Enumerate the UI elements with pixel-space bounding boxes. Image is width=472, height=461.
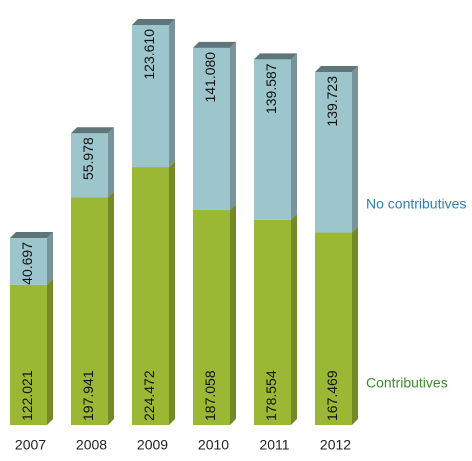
bar-side	[230, 41, 236, 211]
legend-label: Contributives	[366, 375, 448, 391]
value-label: 123.610	[141, 29, 157, 80]
bar	[315, 232, 352, 425]
x-tick-label: 2007	[15, 437, 46, 453]
x-tick-label: 2009	[137, 437, 168, 453]
value-label: 187.058	[202, 370, 218, 421]
bar-side	[352, 65, 358, 233]
value-label: 167.469	[324, 370, 340, 421]
bar-top	[132, 19, 175, 25]
x-tick-label: 2008	[76, 437, 107, 453]
bar	[10, 284, 47, 425]
value-label: 122.021	[19, 370, 35, 421]
bar-side	[169, 161, 175, 425]
value-label: 139.723	[324, 76, 340, 127]
legend-label: No contributives	[366, 196, 466, 212]
bar-side	[108, 127, 114, 198]
bar-side	[108, 191, 114, 425]
bar	[193, 210, 230, 425]
bar	[71, 197, 108, 425]
x-tick-label: 2012	[320, 437, 351, 453]
value-label: 224.472	[141, 370, 157, 421]
value-label: 197.941	[80, 370, 96, 421]
bar	[132, 167, 169, 425]
bar-side	[47, 232, 53, 285]
bar-side	[291, 213, 297, 425]
value-label: 139.587	[263, 63, 279, 114]
bar-side	[352, 226, 358, 425]
bar-side	[230, 204, 236, 425]
bar	[193, 47, 230, 211]
bar	[254, 59, 291, 220]
x-tick-label: 2010	[198, 437, 229, 453]
value-label: 141.080	[202, 52, 218, 103]
value-label: 55.978	[80, 137, 96, 180]
bar	[10, 238, 47, 285]
bar-side	[169, 19, 175, 168]
value-label: 40.697	[19, 242, 35, 285]
bar-side	[291, 53, 297, 220]
x-tick-label: 2011	[259, 437, 289, 453]
bar	[315, 71, 352, 233]
bar-top	[254, 53, 297, 60]
bar	[254, 219, 291, 425]
bar-top	[193, 41, 236, 48]
bar	[71, 133, 108, 198]
bar-top	[10, 232, 53, 239]
bar	[132, 25, 169, 168]
value-label: 178.554	[263, 370, 279, 421]
bar-side	[47, 278, 53, 425]
bar-top	[315, 65, 358, 72]
bar-top	[71, 127, 114, 134]
